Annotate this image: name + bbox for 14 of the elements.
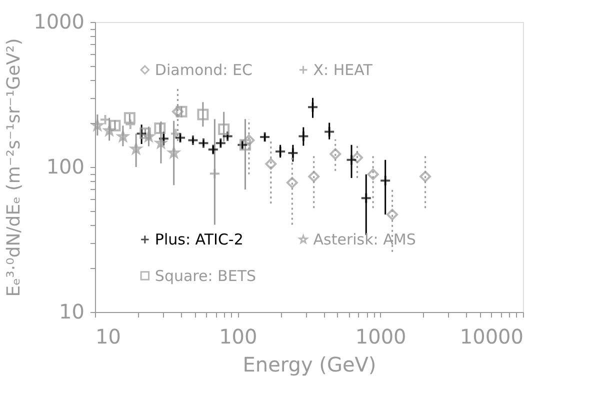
legend-label: X: HEAT: [313, 60, 374, 79]
x-axis-title: Energy (GeV): [242, 352, 376, 376]
y-axis-title: Eₑ³·⁰dN/dEₑ (m⁻²s⁻¹sr⁻¹GeV²): [4, 38, 25, 297]
legend-label: Plus: ATIC-2: [154, 230, 244, 248]
x-tick-label: 1000: [355, 324, 406, 348]
x-tick-label: 10: [96, 324, 121, 348]
x-tick-label: 100: [219, 324, 258, 348]
legend-label: Square: BETS: [154, 266, 256, 285]
y-tick-label: 10: [59, 300, 84, 324]
x-tick-label: 10000: [460, 324, 524, 348]
y-tick-label: 100: [46, 154, 84, 178]
y-tick-label: 1000: [34, 10, 84, 34]
legend-label: Asterisk: AMS: [313, 230, 416, 248]
legend-label: Diamond: EC: [154, 60, 252, 79]
